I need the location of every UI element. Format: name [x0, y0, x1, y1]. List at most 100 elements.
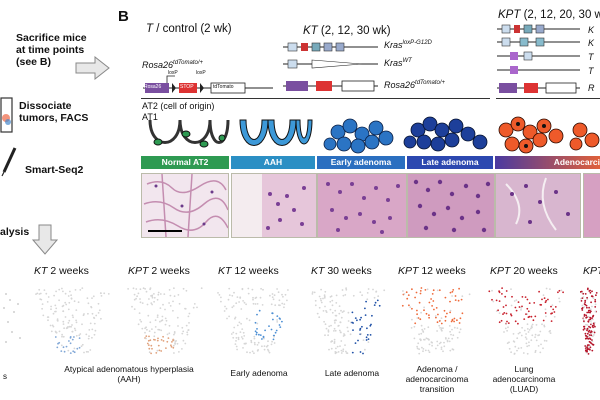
- umap-cell-point: [62, 290, 64, 293]
- umap-cell-point: [458, 322, 461, 324]
- umap-cell-point: [91, 336, 93, 339]
- down-arrow-icon: [32, 224, 58, 255]
- umap-cell-point: [530, 339, 533, 342]
- umap-cell-point: [449, 349, 452, 352]
- umap-cell-point: [185, 324, 188, 327]
- umap-cell-point: [411, 307, 413, 310]
- kpt-allele-t2: T: [588, 66, 594, 76]
- umap-cell-point: [424, 289, 427, 291]
- umap-cell-point: [256, 313, 258, 316]
- umap-cell-point: [58, 288, 61, 291]
- umap-cell-point: [585, 349, 587, 352]
- umap-cell-point: [35, 293, 37, 295]
- umap-cell-point: [148, 335, 150, 338]
- umap-cell-point: [284, 293, 287, 296]
- umap-cell-point: [594, 325, 596, 328]
- umap-cell-point: [83, 313, 85, 315]
- umap-cell-point: [71, 330, 74, 333]
- umap-cell-point: [158, 328, 161, 331]
- umap-cell-point: [81, 323, 83, 326]
- umap-cell-point: [264, 329, 266, 332]
- umap-cell-point: [562, 291, 564, 294]
- umap-cell-point: [452, 289, 455, 291]
- umap-cell-point: [503, 312, 506, 314]
- umap-cell-point: [347, 311, 350, 314]
- umap-cell-point: [251, 350, 254, 353]
- umap-cell-point: [436, 321, 439, 324]
- umap-cell-point: [431, 305, 433, 307]
- umap-cell-point: [176, 316, 179, 319]
- umap-cell-point: [42, 314, 45, 317]
- umap-cell-point: [261, 338, 263, 340]
- umap-cell-point: [526, 345, 529, 348]
- umap-cell-point: [527, 331, 530, 333]
- umap-cell-point: [173, 295, 176, 298]
- umap-cell-point: [38, 288, 41, 291]
- umap-cell-point: [340, 352, 343, 354]
- tdtomato-box-label: tdTomato: [213, 84, 234, 90]
- caption-left-cut: s: [3, 372, 7, 381]
- umap-cell-point: [554, 306, 557, 308]
- umap-cell-point: [591, 290, 593, 293]
- umap-cell-point: [498, 291, 501, 294]
- umap-cell-point: [446, 339, 449, 342]
- umap-cell-point: [521, 296, 524, 298]
- umap-cell-point: [177, 294, 180, 296]
- umap-cell-point: [507, 326, 509, 329]
- umap-cell-point: [456, 327, 459, 329]
- umap-cell-point: [153, 296, 156, 299]
- umap-cell-point: [436, 289, 439, 292]
- caption-transition: Adenoma / adenocarcinoma transition: [405, 364, 469, 394]
- umap-cell-point: [188, 322, 190, 324]
- umap-cell-point: [164, 317, 167, 320]
- umap-cell-point: [459, 328, 462, 331]
- umap-cell-point: [173, 287, 175, 290]
- umap-cell-point: [581, 307, 583, 310]
- umap-cell-point: [591, 317, 593, 320]
- umap-cell-point: [324, 290, 327, 293]
- umap-cell-point: [580, 297, 582, 300]
- umap-cell-point: [258, 309, 261, 312]
- umap-cell-point: [492, 300, 495, 303]
- umap-cell-point: [154, 319, 157, 322]
- umap-cell-point: [75, 321, 78, 324]
- umap-cell-point: [100, 317, 102, 320]
- umap-cell-point: [225, 307, 228, 310]
- umap-cell-point: [337, 324, 340, 327]
- umap-cell-point: [448, 325, 451, 327]
- umap-cell-point: [71, 338, 74, 341]
- umap-cell-point: [342, 335, 345, 337]
- umap-cell-point: [162, 335, 164, 338]
- umap-cell-point: [375, 291, 377, 293]
- umap-cell-point: [430, 341, 433, 343]
- umap-title-kt-12wk: KT 12 weeks: [218, 265, 279, 277]
- umap-cell-point: [252, 296, 254, 299]
- umap-cell-point: [91, 312, 94, 315]
- umap-cell-point: [431, 344, 433, 347]
- umap-cell-point: [97, 312, 100, 314]
- umap-cell-point: [495, 310, 498, 312]
- umap-cell-point: [366, 292, 369, 294]
- histology-adenocarcinoma: [495, 173, 581, 238]
- umap-cell-point: [582, 328, 585, 331]
- umap-cell-point: [234, 317, 236, 320]
- umap-cell-point: [279, 304, 281, 307]
- umap-cell-point: [419, 292, 422, 295]
- umap-cell-point: [166, 340, 169, 343]
- umap-partial-left: [3, 293, 21, 343]
- umap-cell-point: [151, 347, 153, 350]
- umap-cell-point: [416, 309, 418, 312]
- umap-cell-point: [544, 312, 547, 314]
- umap-cell-point: [62, 320, 65, 323]
- umap-cell-point: [137, 323, 140, 326]
- umap-cell-point: [39, 292, 42, 295]
- umap-cell-point: [47, 296, 50, 298]
- umap-cell-point: [538, 290, 540, 293]
- umap-cell-point: [589, 308, 592, 311]
- umap-cell-point: [254, 321, 257, 324]
- umap-cell-point: [584, 299, 587, 302]
- umap-cell-point: [55, 310, 57, 313]
- umap-cell-point: [98, 309, 101, 312]
- umap-cell-point: [427, 326, 430, 329]
- umap-cell-point: [262, 288, 264, 291]
